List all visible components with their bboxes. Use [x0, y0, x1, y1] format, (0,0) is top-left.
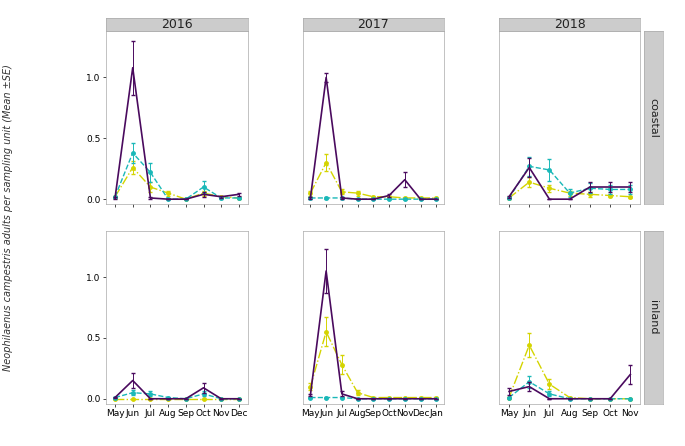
- Text: Neophilaenus campestris adults per sampling unit (Mean ±SE): Neophilaenus campestris adults per sampl…: [3, 64, 13, 371]
- Text: 2016: 2016: [161, 18, 192, 31]
- Text: coastal: coastal: [649, 98, 658, 137]
- Text: 2018: 2018: [553, 18, 586, 31]
- Text: inland: inland: [649, 300, 658, 334]
- Text: 2017: 2017: [358, 18, 389, 31]
